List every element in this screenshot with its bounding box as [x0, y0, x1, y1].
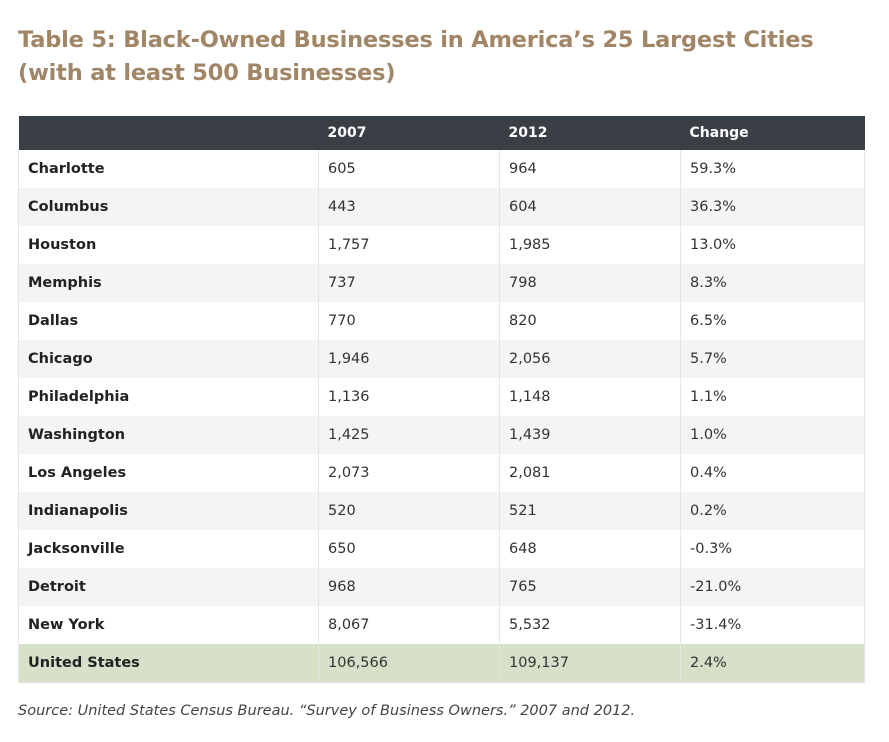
city-cell: Indianapolis [18, 492, 319, 530]
total-2012-cell: 109,137 [499, 644, 681, 683]
table-row: Columbus 443 604 36.3% [18, 188, 865, 226]
data-table: 2007 2012 Change Charlotte 605 964 59.3%… [18, 116, 865, 683]
table-row: Washington 1,425 1,439 1.0% [18, 416, 865, 454]
value-2012-cell: 798 [499, 264, 681, 302]
city-cell: Charlotte [18, 150, 319, 188]
value-2007-cell: 443 [318, 188, 500, 226]
header-2012: 2012 [508, 125, 548, 141]
value-2007-cell: 650 [318, 530, 500, 568]
change-cell: 59.3% [680, 150, 865, 188]
city-cell: Washington [18, 416, 319, 454]
value-2012-cell: 2,081 [499, 454, 681, 492]
table-row: Los Angeles 2,073 2,081 0.4% [18, 454, 865, 492]
value-2012-cell: 521 [499, 492, 681, 530]
table-row: New York 8,067 5,532 -31.4% [18, 606, 865, 644]
change-cell: 1.0% [680, 416, 865, 454]
city-cell: Dallas [18, 302, 319, 340]
change-cell: 0.4% [680, 454, 865, 492]
table-row: Detroit 968 765 -21.0% [18, 568, 865, 606]
table-row: Dallas 770 820 6.5% [18, 302, 865, 340]
change-cell: 8.3% [680, 264, 865, 302]
value-2012-cell: 765 [499, 568, 681, 606]
change-cell: 36.3% [680, 188, 865, 226]
city-cell: Houston [18, 226, 319, 264]
city-cell: Jacksonville [18, 530, 319, 568]
table-row: Chicago 1,946 2,056 5.7% [18, 340, 865, 378]
table-row: Houston 1,757 1,985 13.0% [18, 226, 865, 264]
city-cell: Philadelphia [18, 378, 319, 416]
value-2007-cell: 770 [318, 302, 500, 340]
value-2007-cell: 520 [318, 492, 500, 530]
value-2012-cell: 2,056 [499, 340, 681, 378]
value-2012-cell: 604 [499, 188, 681, 226]
header-city [19, 116, 319, 150]
value-2012-cell: 820 [499, 302, 681, 340]
header-2007: 2007 [327, 125, 367, 141]
city-cell: Columbus [18, 188, 319, 226]
value-2007-cell: 1,757 [318, 226, 500, 264]
change-cell: 1.1% [680, 378, 865, 416]
value-2007-cell: 968 [318, 568, 500, 606]
total-change-cell: 2.4% [680, 644, 865, 683]
city-cell: Chicago [18, 340, 319, 378]
value-2012-cell: 964 [499, 150, 681, 188]
value-2012-cell: 1,439 [499, 416, 681, 454]
city-cell: Detroit [18, 568, 319, 606]
header-row: 2007 2012 Change [18, 116, 865, 150]
value-2007-cell: 1,425 [318, 416, 500, 454]
total-row: United States 106,566 109,137 2.4% [18, 644, 865, 683]
value-2012-cell: 5,532 [499, 606, 681, 644]
table-row: Philadelphia 1,136 1,148 1.1% [18, 378, 865, 416]
value-2007-cell: 737 [318, 264, 500, 302]
change-cell: -31.4% [680, 606, 865, 644]
table-title: Table 5: Black-Owned Businesses in Ameri… [18, 27, 814, 86]
table-row: Memphis 737 798 8.3% [18, 264, 865, 302]
change-cell: 5.7% [680, 340, 865, 378]
value-2007-cell: 8,067 [318, 606, 500, 644]
value-2007-cell: 1,136 [318, 378, 500, 416]
city-cell: Los Angeles [18, 454, 319, 492]
table-row: Charlotte 605 964 59.3% [18, 150, 865, 188]
table-row: Jacksonville 650 648 -0.3% [18, 530, 865, 568]
source-note: Source: United States Census Bureau. “Su… [18, 703, 636, 719]
city-cell: New York [18, 606, 319, 644]
total-2007-cell: 106,566 [318, 644, 500, 683]
table-row: Indianapolis 520 521 0.2% [18, 492, 865, 530]
city-cell: Memphis [18, 264, 319, 302]
change-cell: -21.0% [680, 568, 865, 606]
value-2012-cell: 1,148 [499, 378, 681, 416]
change-cell: 0.2% [680, 492, 865, 530]
value-2012-cell: 1,985 [499, 226, 681, 264]
value-2007-cell: 2,073 [318, 454, 500, 492]
value-2007-cell: 1,946 [318, 340, 500, 378]
change-cell: 6.5% [680, 302, 865, 340]
total-label-cell: United States [18, 644, 319, 683]
value-2012-cell: 648 [499, 530, 681, 568]
value-2007-cell: 605 [318, 150, 500, 188]
change-cell: 13.0% [680, 226, 865, 264]
change-cell: -0.3% [680, 530, 865, 568]
header-change: Change [689, 125, 749, 141]
